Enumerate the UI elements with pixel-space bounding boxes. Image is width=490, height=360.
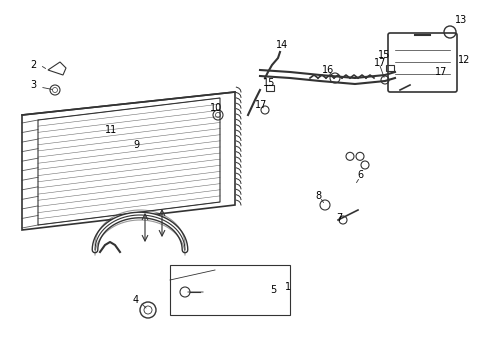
Text: 7: 7 [336,213,342,223]
Text: 2: 2 [30,60,36,70]
Text: 17: 17 [255,100,268,110]
Text: 5: 5 [270,285,276,295]
Bar [386,65,394,71]
Text: 3: 3 [30,80,36,90]
Bar [170,265,290,315]
Text: 9: 9 [133,140,139,150]
Bar [266,85,274,91]
Text: 17: 17 [435,67,447,77]
Text: 10: 10 [210,103,222,113]
Text: 15: 15 [263,78,275,88]
Text: 6: 6 [357,170,363,180]
Text: 1: 1 [285,282,291,292]
Text: 17: 17 [374,58,387,68]
Text: 14: 14 [276,40,288,50]
Text: 13: 13 [455,15,467,25]
Text: 11: 11 [105,125,117,135]
Text: 16: 16 [322,65,334,75]
Text: 8: 8 [315,191,321,201]
Text: 12: 12 [458,55,470,65]
Text: 15: 15 [378,50,391,60]
Text: 4: 4 [133,295,139,305]
